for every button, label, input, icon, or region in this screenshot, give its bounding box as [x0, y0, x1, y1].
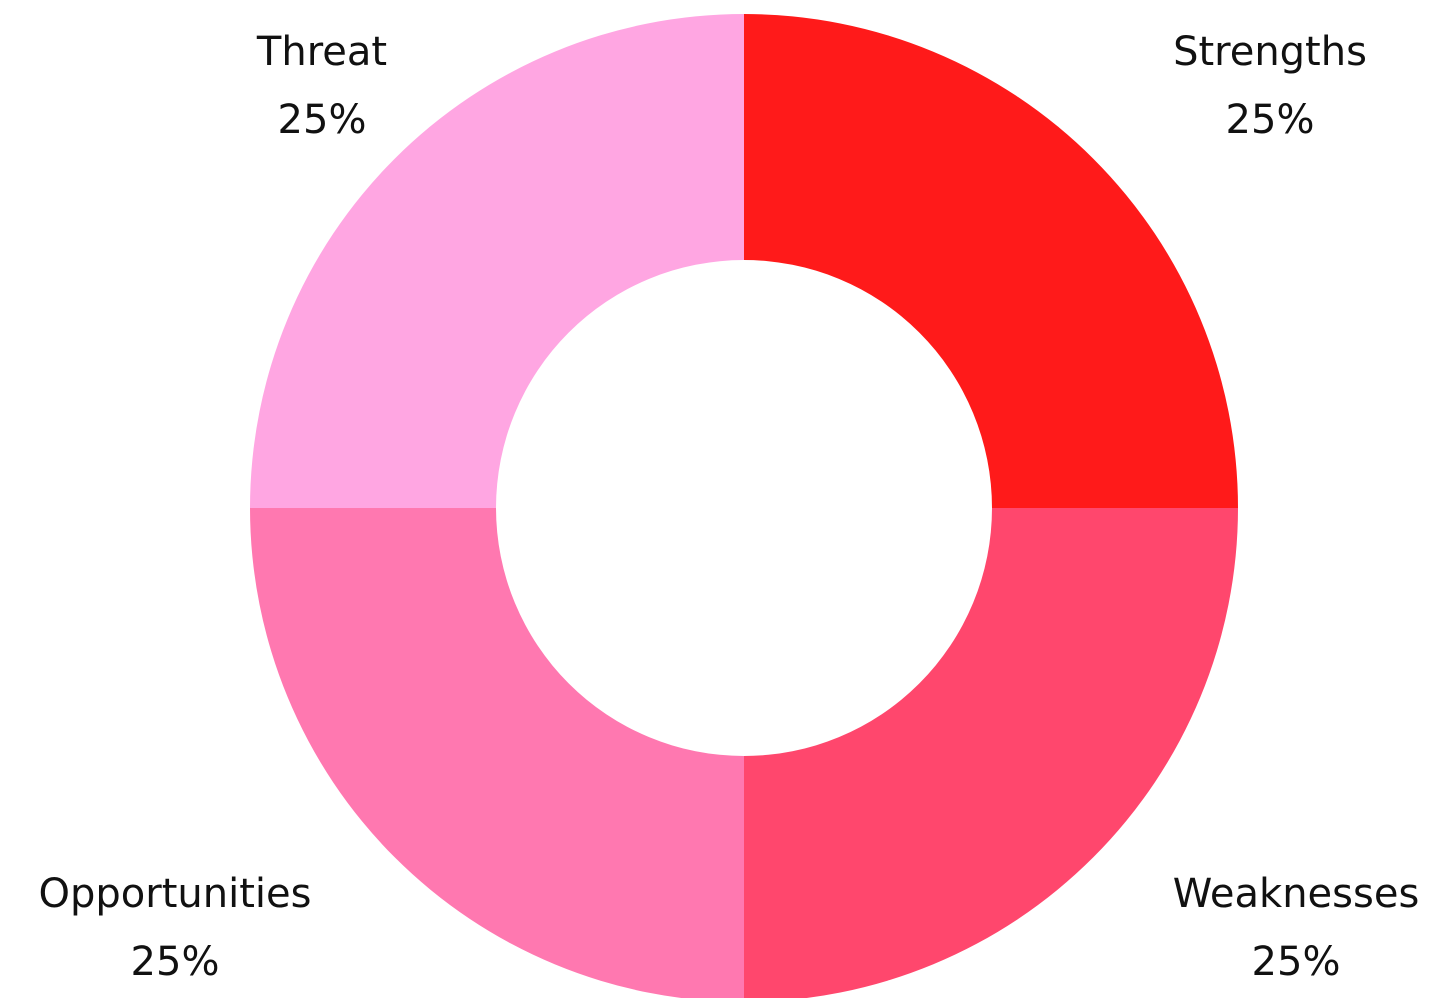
slice-opportunities: [250, 508, 744, 1002]
slice-label-weaknesses: Weaknesses 25%: [1173, 860, 1420, 996]
slice-percent-threat: 25%: [277, 97, 367, 143]
slice-name-weaknesses: Weaknesses: [1172, 871, 1420, 917]
slice-name-threat: Threat: [256, 29, 388, 75]
slice-name-opportunities: Opportunities: [38, 871, 312, 917]
slice-percent-strengths: 25%: [1225, 97, 1315, 143]
slice-strengths: [744, 14, 1238, 508]
slice-percent-weaknesses: 25%: [1251, 939, 1341, 985]
slice-percent-opportunities: 25%: [130, 939, 220, 985]
slice-label-opportunities: Opportunities 25%: [39, 860, 312, 996]
slice-name-strengths: Strengths: [1173, 29, 1367, 75]
slice-weaknesses: [744, 508, 1238, 1002]
slice-label-strengths: Strengths 25%: [1173, 18, 1367, 154]
slice-label-threat: Threat 25%: [257, 18, 387, 154]
slice-threat: [250, 14, 744, 508]
